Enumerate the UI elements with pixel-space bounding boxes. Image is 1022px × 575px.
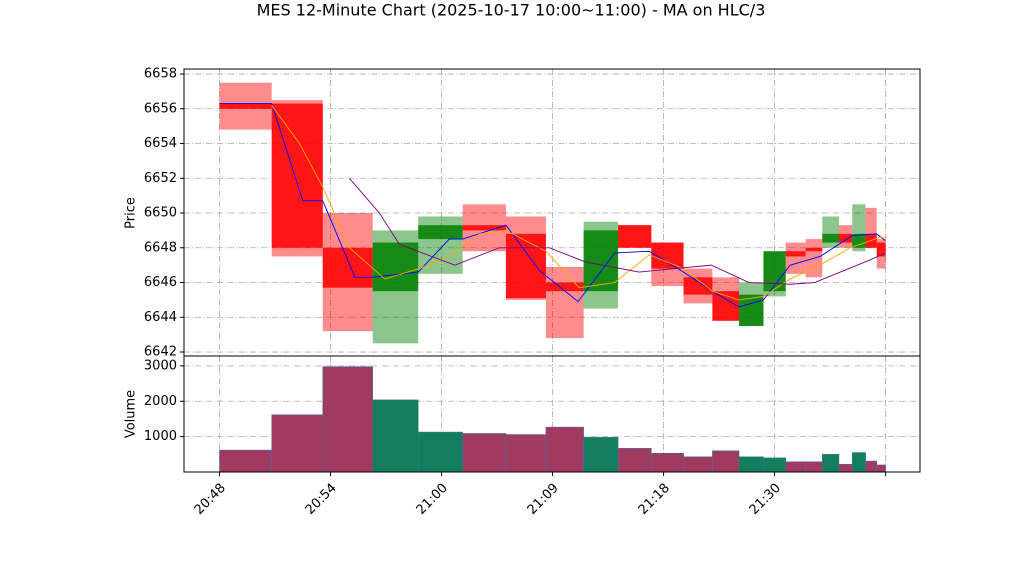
candle-body (505, 233, 546, 299)
y-tick-label: 6652 (144, 171, 177, 186)
y-tick-label: 6650 (144, 206, 177, 221)
candle-body (372, 242, 419, 292)
x-tick-label: 20:54 (303, 481, 340, 518)
y-axis-label: Price (124, 197, 139, 229)
volume-bar (712, 450, 740, 473)
candle-body (838, 233, 853, 243)
volume-bar (683, 456, 713, 473)
candle-wick (865, 207, 877, 248)
volume-bar (617, 448, 652, 473)
candle-body (822, 233, 839, 243)
volume-bar (738, 456, 764, 473)
candle-body (805, 247, 823, 252)
candle-body (739, 294, 764, 326)
x-tick-label: 21:18 (636, 481, 673, 518)
y-tick-label: 6658 (144, 67, 177, 82)
candle-body (618, 225, 652, 248)
candle-wick (822, 216, 839, 248)
candle-body (418, 225, 463, 240)
volume-bar (545, 426, 584, 473)
candle-wick (785, 242, 806, 274)
candle-body (852, 233, 866, 248)
volume-bar (583, 437, 619, 473)
volume-bar (219, 449, 272, 473)
x-tick-label: 21:30 (747, 481, 784, 518)
candle-body (462, 225, 506, 231)
candle-body (763, 251, 786, 292)
candle-wick (545, 266, 584, 339)
candle-body (322, 247, 373, 288)
volume-bar (651, 453, 684, 473)
volume-bar (876, 464, 886, 473)
y-tick-label: 6644 (144, 310, 177, 325)
y-tick-label: 6656 (144, 101, 177, 116)
candle-body (271, 103, 323, 248)
y-tick-label: 6642 (144, 345, 177, 360)
y-tick-label: 6648 (144, 240, 177, 255)
ma-line (219, 103, 886, 308)
candle-body (219, 103, 272, 109)
y-tick-label: 3000 (144, 358, 177, 373)
plot-frame (183, 355, 921, 473)
ma-line (271, 105, 886, 301)
volume-bar (785, 461, 806, 473)
volume-bar (838, 463, 853, 473)
candle-body (876, 242, 886, 257)
x-tick-label: 21:09 (525, 481, 562, 518)
volume-bar (417, 431, 463, 473)
x-tick-label: 21:00 (414, 481, 451, 518)
y-axis-label: Volume (124, 390, 139, 438)
volume-bar (322, 366, 373, 473)
candle-body (583, 230, 619, 292)
y-tick-label: 6654 (144, 136, 177, 151)
candle-body (712, 291, 740, 321)
volume-bar (462, 433, 507, 473)
volume-bar (763, 457, 786, 473)
volume-bar (372, 399, 419, 473)
volume-bar (852, 452, 866, 473)
x-tick-label: 20:48 (192, 481, 229, 518)
y-tick-label: 1000 (144, 429, 177, 444)
candle-body (683, 277, 713, 295)
volume-bar (271, 414, 324, 473)
volume-bar (865, 460, 877, 473)
candle-body (545, 282, 584, 292)
volume-bar (505, 434, 547, 473)
ma-line (349, 177, 886, 285)
volume-bar (822, 454, 840, 473)
volume-bar (805, 461, 823, 473)
y-tick-label: 6646 (144, 275, 177, 290)
y-tick-label: 2000 (144, 394, 177, 409)
candle-body (785, 251, 806, 257)
chart-title: MES 12-Minute Chart (2025-10-17 10:00~11… (257, 1, 766, 20)
